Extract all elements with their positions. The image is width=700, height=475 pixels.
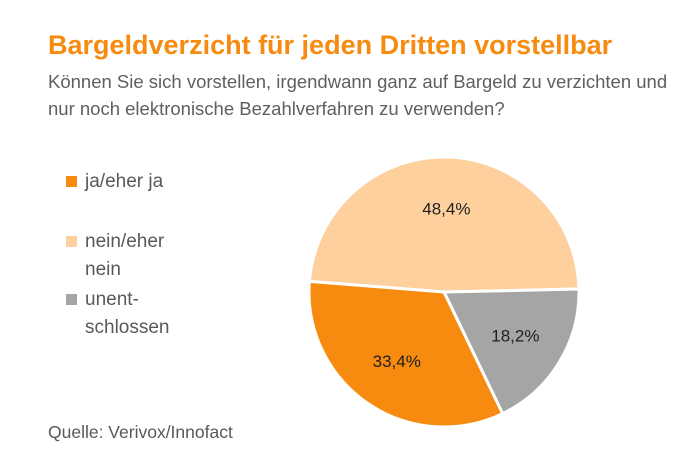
pie-data-label-0: 48,4% [422,199,470,218]
legend-label-ja: ja/eher ja [85,171,164,192]
pie-data-label-1: 18,2% [491,327,539,346]
legend-swatch-ja [66,176,77,187]
pie-slice-1 [442,287,581,416]
legend-swatch-nein [66,236,77,247]
legend-swatch-unentschlossen [66,294,77,305]
pie-slice-0 [307,155,581,294]
legend-label-nein: nein/eher nein [85,231,165,280]
chart-subtitle: Können Sie sich vorstellen, irgendwann g… [48,71,668,119]
pie-slice-2 [307,279,505,429]
pie-data-label-2: 33,4% [373,352,421,371]
legend-label-unentschlossen: unent-schlossen [85,289,170,338]
chart-title: Bargeldverzicht für jeden Dritten vorste… [48,30,613,60]
source-note: Quelle: Verivox/Innofact [48,422,233,442]
